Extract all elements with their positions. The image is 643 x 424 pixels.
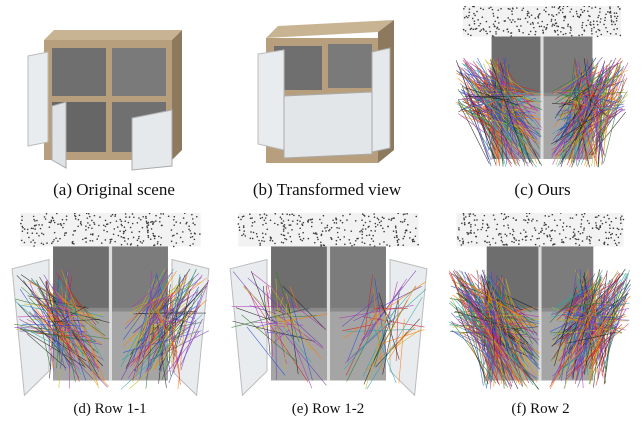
caption-e: (e) Row 1-2 [291,401,365,417]
caption-d: (d) Row 1-1 [73,401,147,417]
panel-e-row-1-2 [226,213,431,399]
row-2-matches-image [448,213,632,390]
row-1-1-matches-image [11,213,210,397]
transformed-view-image [257,20,394,163]
caption-a: (a) Original scene [53,180,175,199]
row-1-2-matches-image [229,213,428,397]
panel-b-transformed-view [238,10,408,175]
panel-d-row-1-1 [8,213,213,399]
panel-f-row-2 [445,213,635,399]
ours-matches-image [455,6,629,168]
caption-c: (c) Ours [514,180,571,199]
caption-b: (b) Transformed view [252,180,402,199]
original-scene-image [27,30,182,171]
caption-f: (f) Row 2 [511,401,570,417]
panel-a-original-scene [22,10,200,175]
panel-c-ours [452,6,632,176]
